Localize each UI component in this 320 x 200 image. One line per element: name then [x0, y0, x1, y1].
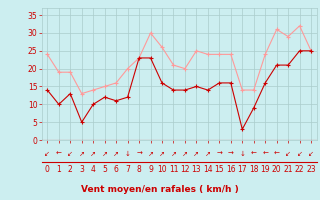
Text: 23: 23 — [306, 166, 316, 174]
Text: 6: 6 — [114, 166, 119, 174]
Text: ↙: ↙ — [44, 151, 50, 157]
Text: 3: 3 — [79, 166, 84, 174]
Text: ↗: ↗ — [113, 151, 119, 157]
Text: 7: 7 — [125, 166, 130, 174]
Text: 11: 11 — [169, 166, 178, 174]
Text: 17: 17 — [237, 166, 247, 174]
Text: 12: 12 — [180, 166, 190, 174]
Text: ↙: ↙ — [297, 151, 302, 157]
Text: ←: ← — [56, 151, 62, 157]
Text: 21: 21 — [284, 166, 293, 174]
Text: 18: 18 — [249, 166, 259, 174]
Text: 4: 4 — [91, 166, 96, 174]
Text: ↗: ↗ — [102, 151, 108, 157]
Text: ↗: ↗ — [159, 151, 165, 157]
Text: 20: 20 — [272, 166, 282, 174]
Text: ↙: ↙ — [285, 151, 291, 157]
Text: 13: 13 — [192, 166, 201, 174]
Text: 16: 16 — [226, 166, 236, 174]
Text: ↙: ↙ — [308, 151, 314, 157]
Text: ←: ← — [262, 151, 268, 157]
Text: ↗: ↗ — [194, 151, 199, 157]
Text: 8: 8 — [137, 166, 141, 174]
Text: 19: 19 — [260, 166, 270, 174]
Text: 14: 14 — [203, 166, 213, 174]
Text: 5: 5 — [102, 166, 107, 174]
Text: ↗: ↗ — [182, 151, 188, 157]
Text: →: → — [228, 151, 234, 157]
Text: 22: 22 — [295, 166, 304, 174]
Text: ←: ← — [274, 151, 280, 157]
Text: Vent moyen/en rafales ( km/h ): Vent moyen/en rafales ( km/h ) — [81, 185, 239, 194]
Text: ↗: ↗ — [205, 151, 211, 157]
Text: ↗: ↗ — [171, 151, 176, 157]
Text: ↓: ↓ — [239, 151, 245, 157]
Text: ←: ← — [251, 151, 257, 157]
Text: 10: 10 — [157, 166, 167, 174]
Text: ↗: ↗ — [90, 151, 96, 157]
Text: ↓: ↓ — [125, 151, 131, 157]
Text: 0: 0 — [45, 166, 50, 174]
Text: ↗: ↗ — [148, 151, 154, 157]
Text: 15: 15 — [214, 166, 224, 174]
Text: →: → — [216, 151, 222, 157]
Text: 1: 1 — [56, 166, 61, 174]
Text: 2: 2 — [68, 166, 73, 174]
Text: ↗: ↗ — [79, 151, 85, 157]
Text: 9: 9 — [148, 166, 153, 174]
Text: →: → — [136, 151, 142, 157]
Text: ↙: ↙ — [67, 151, 73, 157]
